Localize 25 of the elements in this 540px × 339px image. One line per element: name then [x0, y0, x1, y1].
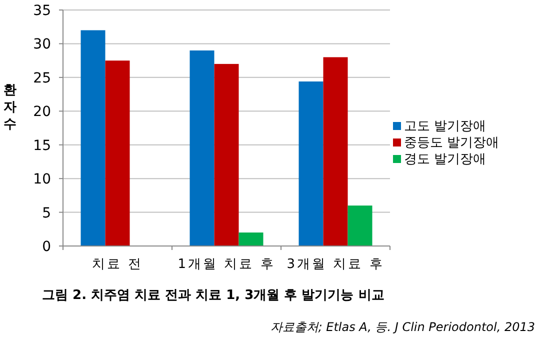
y-tick-label: 0 — [42, 239, 51, 255]
y-tick-label: 15 — [33, 138, 51, 154]
bar — [190, 50, 214, 246]
bar — [298, 81, 324, 246]
y-tick-label: 10 — [33, 172, 51, 188]
bar — [238, 232, 264, 246]
text: 자료출처; Etlas A, 등. J Clin Periodontol, 2013 — [270, 320, 535, 334]
bar — [323, 57, 348, 246]
caption: 그림 2. 치주염 치료 전과 치료 1, 3개월 후 발기기능 비교 — [42, 288, 384, 303]
y-tick-label: 30 — [33, 36, 51, 53]
legend-label: 경도 발기장애 — [404, 152, 486, 167]
y-tick-label: 5 — [42, 205, 51, 222]
x-tick-label: 치료 전 — [92, 257, 144, 272]
x-tick-label: 3개월 치료 후 — [286, 257, 384, 272]
x-tick-label: 1개월 치료 후 — [178, 257, 276, 272]
bar — [214, 64, 239, 246]
y-axis-title: 환자 수 — [4, 83, 16, 132]
bar — [105, 60, 130, 246]
y-tick-label: 20 — [33, 104, 51, 120]
legend-label: 중등도 발기장애 — [404, 136, 500, 150]
y-tick-label: 25 — [33, 70, 51, 86]
y-tick-label: 35 — [33, 3, 51, 19]
bar — [348, 206, 372, 246]
legend-label: 고도 발기장애 — [404, 119, 486, 134]
bar — [80, 30, 106, 246]
